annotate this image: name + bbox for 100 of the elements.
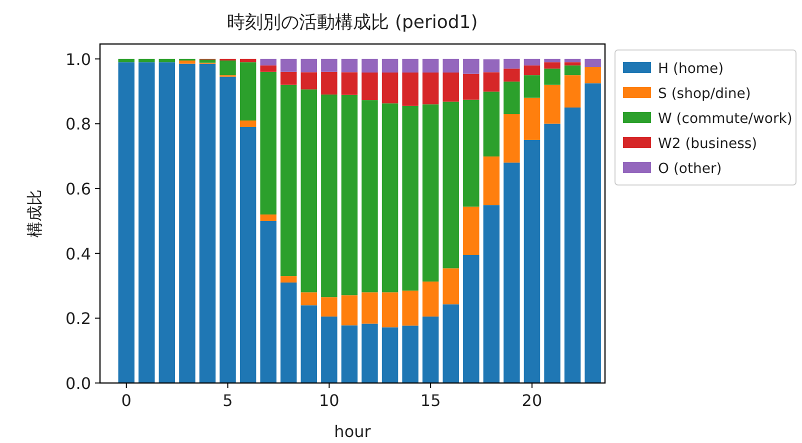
bar <box>300 58 318 72</box>
x-tick-label: 0 <box>121 391 132 410</box>
bar <box>483 156 500 206</box>
bar <box>504 68 520 82</box>
bar <box>402 72 418 106</box>
bar <box>544 62 560 69</box>
bar <box>138 62 155 383</box>
x-tick-label: 5 <box>222 391 233 410</box>
bar <box>422 72 439 104</box>
bar <box>442 304 459 383</box>
bar <box>463 74 480 100</box>
bar <box>544 58 560 62</box>
bar <box>442 102 459 268</box>
bar <box>584 67 601 84</box>
bar <box>158 58 176 62</box>
y-tick-label: 0.6 <box>66 180 91 199</box>
bar <box>179 60 196 64</box>
x-tick-label: 10 <box>318 391 340 410</box>
bar <box>584 83 601 383</box>
bar <box>544 84 560 124</box>
bar <box>362 100 378 292</box>
bar <box>422 104 439 282</box>
bar <box>300 292 318 306</box>
legend-label: W2 (business) <box>658 136 758 152</box>
bar <box>260 220 276 383</box>
bar <box>138 58 155 62</box>
bar <box>240 126 256 383</box>
legend-label: S (shop/dine) <box>658 86 751 102</box>
bar <box>544 124 560 383</box>
y-tick-label: 1.0 <box>66 50 91 69</box>
bar <box>118 58 134 62</box>
bar <box>382 58 398 73</box>
bar <box>260 72 276 214</box>
bar <box>260 58 276 66</box>
bar <box>504 114 520 163</box>
bar <box>382 103 398 292</box>
legend-label: W (commute/work) <box>658 111 792 127</box>
bar <box>341 72 358 95</box>
bar <box>524 65 540 76</box>
bar <box>442 72 459 102</box>
legend-label: O (other) <box>658 161 722 177</box>
bar <box>280 84 297 276</box>
bar <box>321 58 338 72</box>
bar <box>402 106 418 291</box>
bar <box>300 89 318 292</box>
bar <box>280 276 297 283</box>
bar <box>524 75 540 98</box>
bar <box>564 58 581 62</box>
y-tick-label: 0.2 <box>66 309 91 328</box>
bar <box>584 58 601 68</box>
bar <box>483 205 500 383</box>
bar <box>118 62 134 383</box>
bar <box>199 64 216 383</box>
bar <box>341 295 358 326</box>
bar <box>422 282 439 317</box>
bar <box>321 94 338 298</box>
y-tick-label: 0.4 <box>66 244 91 264</box>
bar <box>321 297 338 317</box>
bar <box>504 58 520 69</box>
bar <box>362 324 378 383</box>
bar <box>280 72 297 85</box>
bar <box>463 58 480 74</box>
bar <box>240 58 256 62</box>
y-tick-label: 0.8 <box>66 114 91 134</box>
bar <box>442 268 459 304</box>
bar <box>564 108 581 383</box>
x-tick-label: 15 <box>420 391 441 410</box>
bar <box>240 120 256 127</box>
legend-label: H (home) <box>658 61 724 77</box>
bar <box>321 316 338 383</box>
bar <box>564 62 581 66</box>
bar <box>402 58 418 73</box>
bar <box>382 292 398 328</box>
bar <box>240 62 256 120</box>
bar <box>463 100 480 207</box>
bar <box>341 58 358 72</box>
bar <box>564 75 581 108</box>
bar <box>260 214 276 221</box>
bar <box>300 305 318 383</box>
x-tick-label: 20 <box>522 391 542 410</box>
bar <box>483 72 500 92</box>
bar <box>422 316 439 383</box>
x-axis-title: hour <box>334 422 372 441</box>
bar <box>321 72 338 95</box>
bar <box>280 282 297 383</box>
bar <box>382 327 398 383</box>
chart-title: 時刻別の活動構成比 (period1) <box>227 12 478 33</box>
bar <box>483 59 500 72</box>
bar <box>524 98 540 140</box>
bar <box>341 94 358 296</box>
bar <box>402 290 418 326</box>
bar <box>362 72 378 100</box>
bar <box>524 140 540 383</box>
bar <box>504 162 520 383</box>
bar <box>341 325 358 383</box>
bar <box>179 64 196 383</box>
bar <box>158 62 176 383</box>
bar <box>280 58 297 72</box>
bar <box>564 65 581 76</box>
bar <box>442 58 459 73</box>
